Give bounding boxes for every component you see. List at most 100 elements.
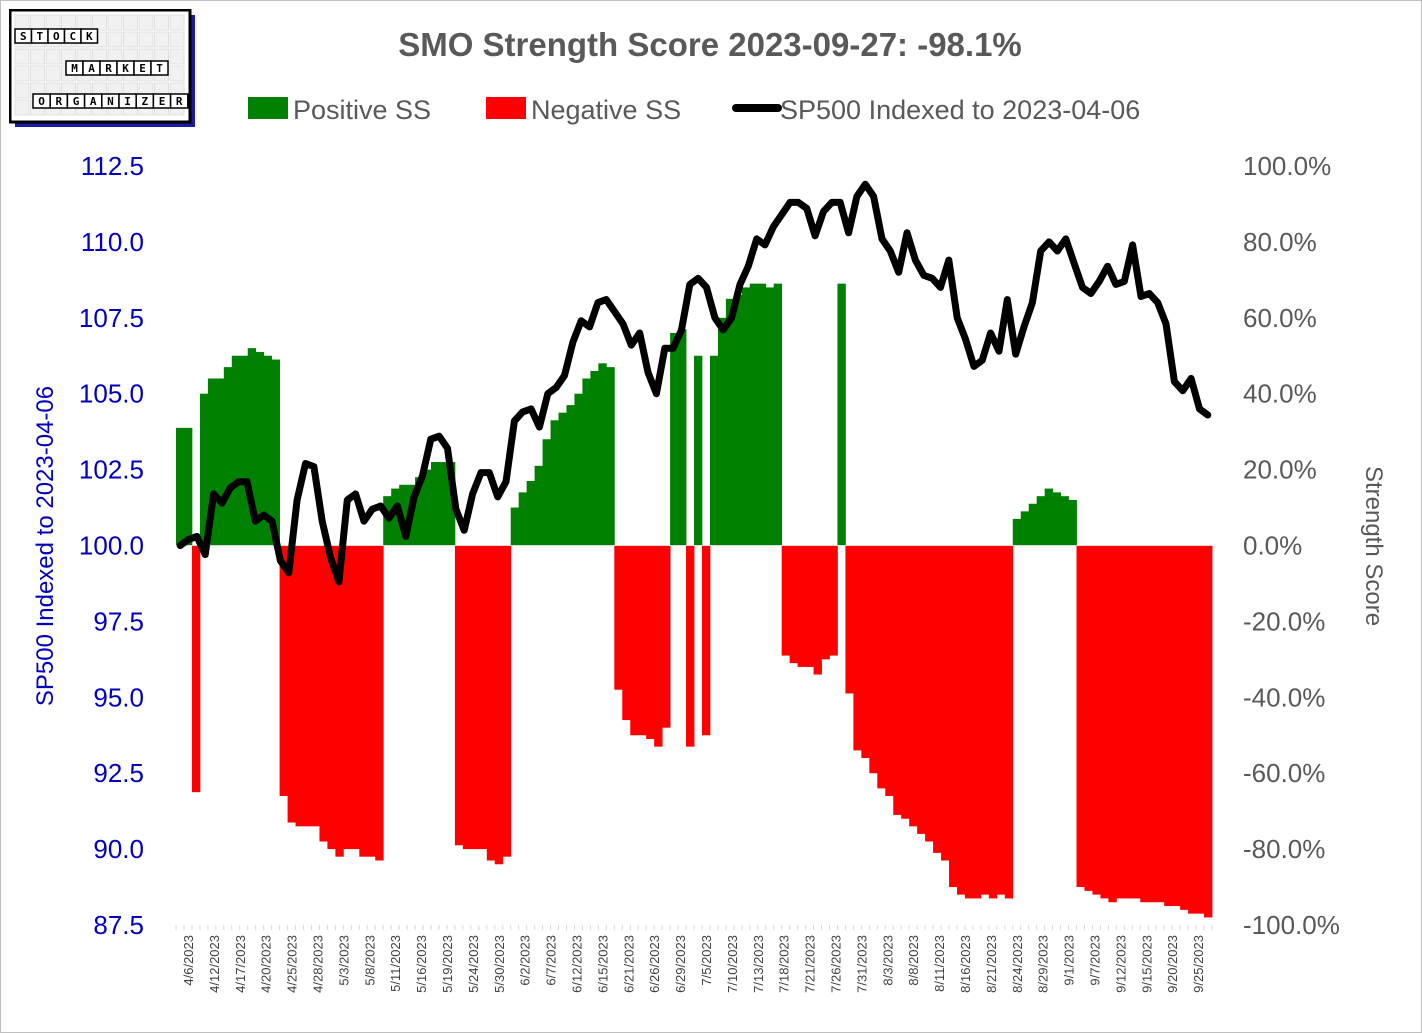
negative-ss-bar <box>789 545 798 664</box>
negative-ss-bar <box>502 545 512 857</box>
logo-letter: E <box>159 95 166 108</box>
negative-ss-bar <box>1124 545 1133 899</box>
logo-letter: T <box>36 30 43 43</box>
positive-ss-bar <box>717 317 727 546</box>
negative-ss-bar <box>980 545 990 895</box>
right-tick-label: 40.0% <box>1243 379 1317 409</box>
positive-ss-bar <box>1028 503 1038 546</box>
negative-ss-bar <box>933 545 942 853</box>
x-tick-label: 9/25/2023 <box>1191 935 1206 993</box>
x-tick-label: 7/13/2023 <box>751 935 766 993</box>
positive-ss-bar <box>542 439 551 546</box>
logo-letter: N <box>107 95 114 108</box>
negative-ss-bar <box>1196 545 1205 914</box>
logo-grid-cell <box>14 82 30 99</box>
x-tick-label: 9/12/2023 <box>1113 935 1128 993</box>
negative-ss-bar <box>701 545 711 736</box>
negative-ss-bar <box>367 545 376 857</box>
right-tick-label: -60.0% <box>1243 758 1325 788</box>
positive-ss-bar <box>1012 518 1022 546</box>
negative-ss-bar <box>925 545 934 842</box>
left-tick-label: 92.5 <box>93 758 144 788</box>
x-tick-label: 5/8/2023 <box>362 935 377 986</box>
right-tick-label: 100.0% <box>1243 151 1331 181</box>
negative-ss-bar <box>909 545 918 827</box>
positive-ss-bar <box>566 405 575 546</box>
negative-ss-bar <box>988 545 998 899</box>
x-tick-label: 6/12/2023 <box>570 935 585 993</box>
logo-grid-cell <box>169 48 185 65</box>
right-axis-label: Strength Score <box>1360 466 1387 626</box>
x-tick-label: 8/8/2023 <box>906 935 921 986</box>
logo-grid-cell <box>123 31 138 48</box>
legend-label-negative: Negative SS <box>531 95 681 125</box>
positive-ss-bar <box>757 283 767 546</box>
x-tick-label: 7/5/2023 <box>699 935 714 986</box>
stock-market-organizer-logo: S T O C KM A R K E TO R G A N I Z E R <box>9 9 195 127</box>
positive-ss-bar <box>606 367 615 546</box>
positive-ss-bar <box>1044 488 1054 546</box>
legend-label-positive: Positive SS <box>293 95 431 125</box>
x-tick-label: 6/21/2023 <box>621 935 636 993</box>
negative-ss-bar <box>319 545 328 842</box>
negative-ss-bar <box>845 545 854 694</box>
x-tick-label: 9/7/2023 <box>1087 935 1102 986</box>
logo-grid-cell <box>14 99 30 116</box>
right-tick-label: -80.0% <box>1243 834 1325 864</box>
logo-grid-cell <box>169 65 185 82</box>
logo-letter: C <box>69 30 76 43</box>
x-tick-label: 8/24/2023 <box>1010 935 1025 993</box>
negative-ss-bar <box>853 545 862 751</box>
positive-ss-bar <box>1068 499 1077 546</box>
negative-ss-bar <box>829 545 838 656</box>
negative-ss-bar <box>941 545 950 861</box>
x-tick-label: 8/11/2023 <box>932 935 947 992</box>
positive-ss-bar <box>1052 492 1061 546</box>
negative-ss-bar <box>1156 545 1165 903</box>
negative-ss-bar <box>893 545 902 815</box>
positive-ss-bar <box>749 283 759 546</box>
chart-title: SMO Strength Score 2023-09-27: -98.1% <box>398 26 1022 63</box>
negative-ss-bar <box>1084 545 1093 891</box>
left-tick-label: 100.0 <box>79 531 144 561</box>
logo-grid-cell <box>14 65 30 82</box>
negative-ss-bar <box>1180 545 1189 910</box>
left-tick-label: 107.5 <box>79 303 144 333</box>
logo-letter: R <box>176 95 183 108</box>
legend-label-sp500: SP500 Indexed to 2023-04-06 <box>780 95 1140 125</box>
x-tick-label: 7/31/2023 <box>854 935 869 993</box>
x-tick-label: 9/1/2023 <box>1062 935 1077 986</box>
negative-ss-bar <box>1148 545 1157 903</box>
x-tick-label: 4/12/2023 <box>207 935 222 993</box>
x-tick-label: 5/3/2023 <box>336 935 351 986</box>
positive-ss-bar <box>446 462 456 546</box>
x-tick-label: 5/19/2023 <box>440 935 455 993</box>
right-tick-label: 20.0% <box>1243 455 1317 485</box>
positive-ss-bar <box>223 367 233 546</box>
negative-ss-bar <box>486 545 496 861</box>
x-tick-label: 6/29/2023 <box>673 935 688 993</box>
x-tick-label: 4/17/2023 <box>233 935 248 993</box>
negative-ss-bar <box>917 545 926 834</box>
negative-ss-bar <box>454 545 464 846</box>
positive-ss-bar <box>574 393 583 546</box>
positive-ss-bar <box>550 420 559 546</box>
positive-ss-bar <box>176 427 185 546</box>
left-tick-label: 90.0 <box>93 834 144 864</box>
logo-letter: A <box>90 95 97 108</box>
negative-ss-bar <box>1132 545 1141 899</box>
x-tick-label: 8/16/2023 <box>958 935 973 993</box>
logo-letter: G <box>73 95 80 108</box>
positive-ss-bar <box>582 378 591 546</box>
logo-letter-box <box>150 60 169 76</box>
negative-ss-bar <box>662 545 671 728</box>
x-tick-label: 6/15/2023 <box>595 935 610 993</box>
negative-ss-bar <box>335 545 344 857</box>
positive-ss-bar <box>765 287 775 546</box>
negative-ss-bar <box>956 545 966 895</box>
negative-ss-bar <box>861 545 870 759</box>
negative-ss-bar <box>1004 545 1014 899</box>
negative-ss-bar <box>949 545 958 888</box>
logo-letter: R <box>105 62 112 75</box>
x-axis-tick-marks <box>175 925 1213 930</box>
